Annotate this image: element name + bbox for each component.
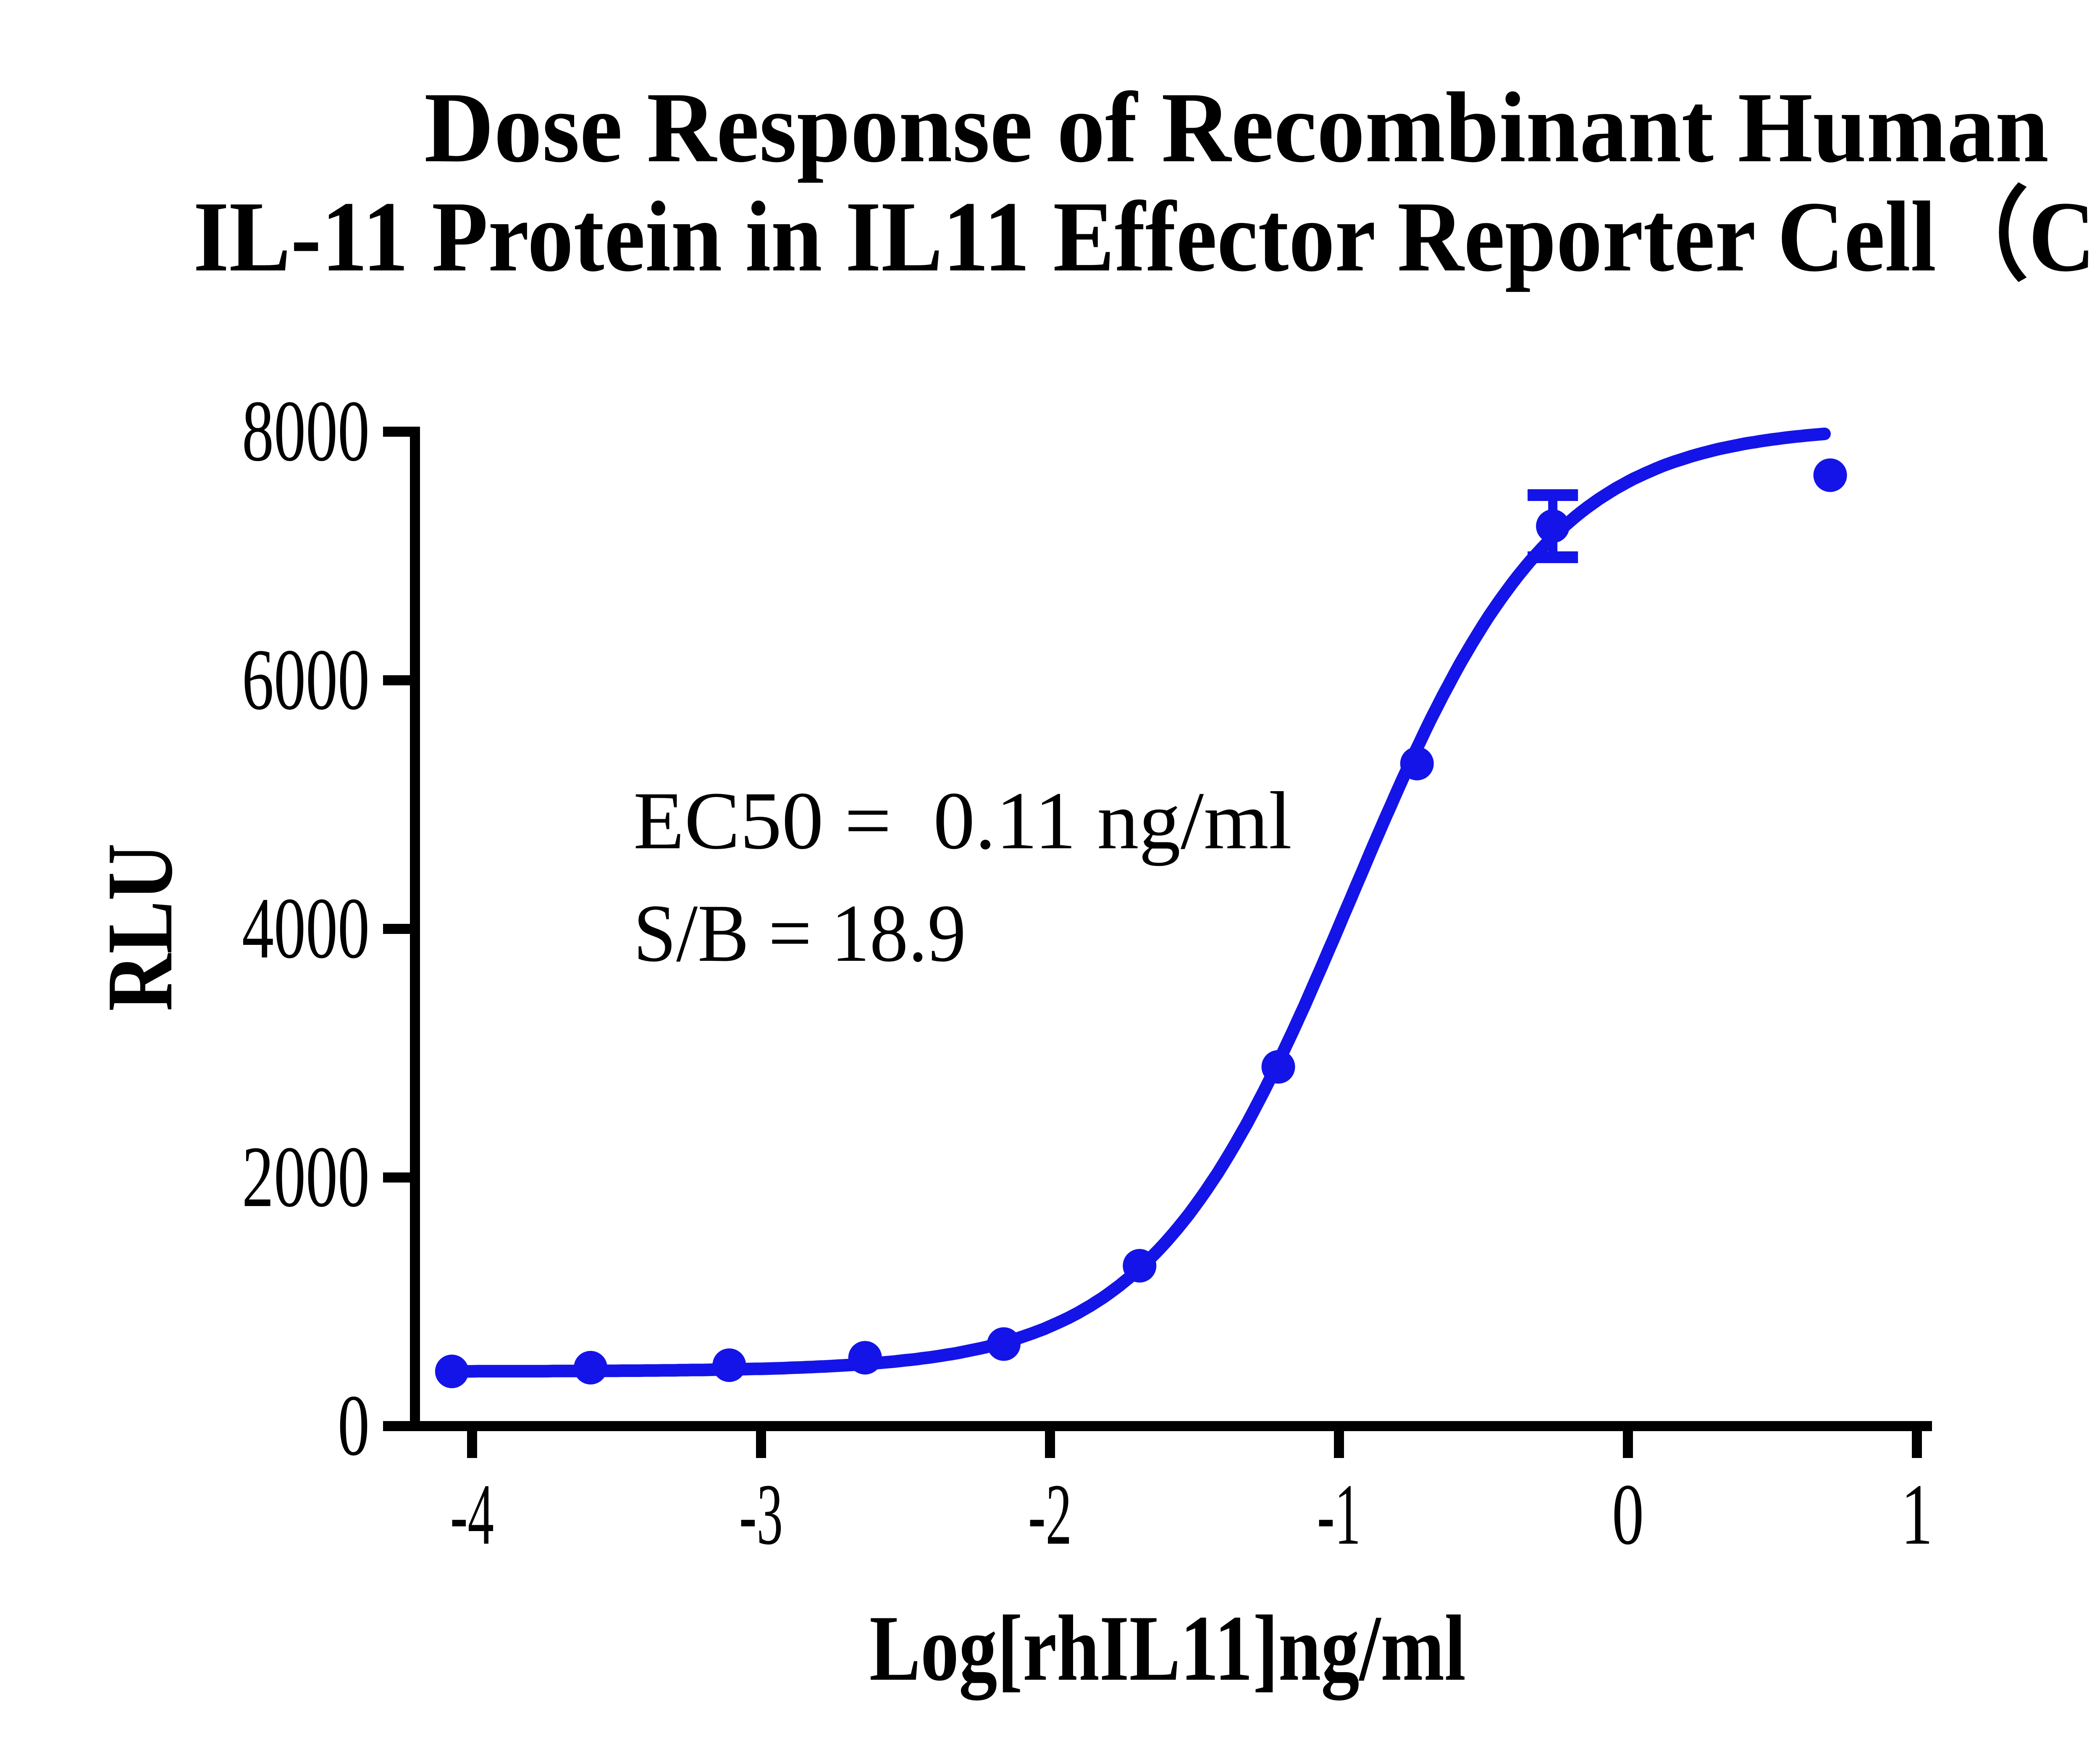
y-tick-label: 6000 xyxy=(242,631,370,728)
data-point xyxy=(435,1354,469,1388)
x-tick-label: -2 xyxy=(1028,1466,1072,1563)
x-tick-label: 0 xyxy=(1612,1466,1644,1563)
y-tick-label: 0 xyxy=(338,1377,370,1474)
x-tick-label: -3 xyxy=(739,1466,783,1563)
y-tick-label: 8000 xyxy=(242,383,370,479)
x-tick-label: -4 xyxy=(450,1466,494,1563)
chart-title-line2: IL-11 Protein in IL11 Effector Reporter … xyxy=(193,181,2100,292)
data-point xyxy=(712,1348,746,1382)
sb-annotation: S/B = 18.9 xyxy=(633,888,966,979)
x-tick-label: 1 xyxy=(1901,1466,1933,1563)
y-axis-label: RLU xyxy=(88,843,192,1011)
x-axis-label: Log[rhIL11]ng/ml xyxy=(869,1596,1466,1701)
data-point xyxy=(574,1351,608,1385)
data-point xyxy=(1261,1050,1295,1084)
data-point xyxy=(848,1341,882,1375)
data-point xyxy=(987,1327,1021,1361)
axes: -4 -3 -2 -1 0 1 0 2000 4000 6000 8000 xyxy=(242,383,1933,1563)
chart-title-line1: Dose Response of Recombinant Human xyxy=(424,71,2049,183)
data-point xyxy=(1400,747,1434,781)
data-points xyxy=(435,458,1847,1388)
ec50-annotation: EC50 = 0.11 ng/ml xyxy=(633,775,1292,866)
data-point xyxy=(1123,1249,1157,1283)
data-point xyxy=(1536,509,1570,543)
data-point xyxy=(1813,458,1847,492)
y-tick-label: 4000 xyxy=(242,880,370,976)
y-tick-label: 2000 xyxy=(242,1128,370,1225)
x-tick-label: -1 xyxy=(1317,1466,1361,1563)
